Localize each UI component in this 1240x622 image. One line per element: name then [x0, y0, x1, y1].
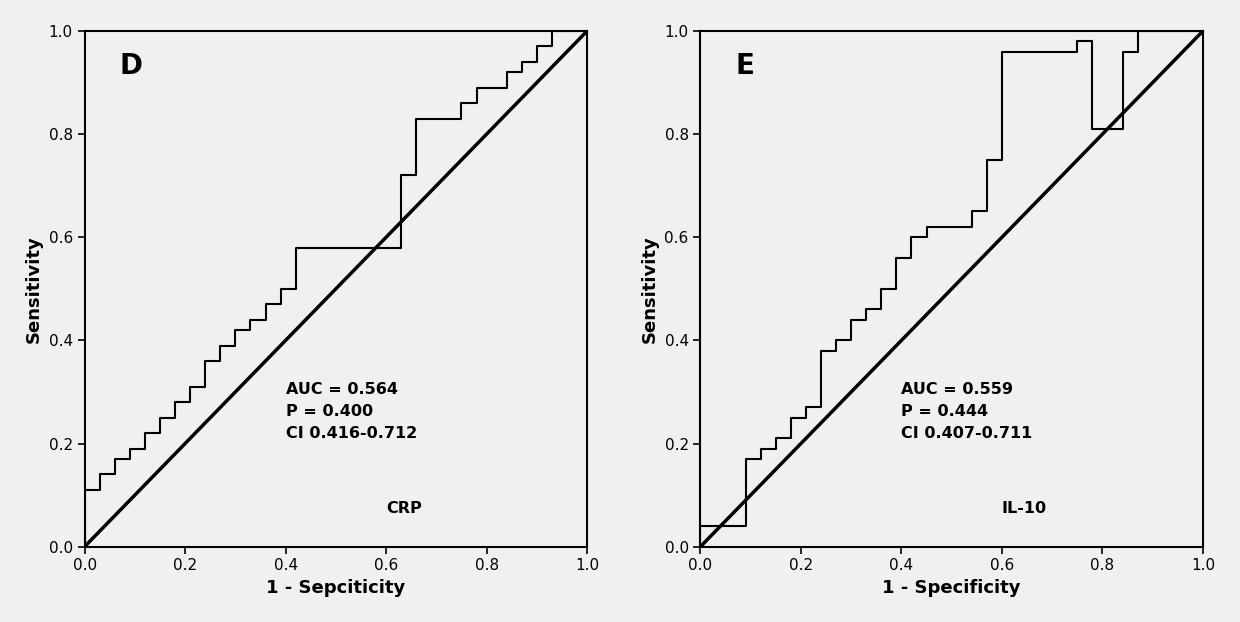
- X-axis label: 1 - Sepciticity: 1 - Sepciticity: [267, 579, 405, 597]
- Text: D: D: [120, 52, 143, 80]
- Y-axis label: Sensitivity: Sensitivity: [641, 235, 658, 343]
- X-axis label: 1 - Specificity: 1 - Specificity: [883, 579, 1021, 597]
- Text: IL-10: IL-10: [1002, 501, 1047, 516]
- Y-axis label: Sensitivity: Sensitivity: [25, 235, 43, 343]
- Text: E: E: [735, 52, 754, 80]
- Text: AUC = 0.564
P = 0.400
CI 0.416-0.712: AUC = 0.564 P = 0.400 CI 0.416-0.712: [285, 382, 417, 441]
- Text: AUC = 0.559
P = 0.444
CI 0.407-0.711: AUC = 0.559 P = 0.444 CI 0.407-0.711: [901, 382, 1033, 441]
- Text: CRP: CRP: [386, 501, 422, 516]
